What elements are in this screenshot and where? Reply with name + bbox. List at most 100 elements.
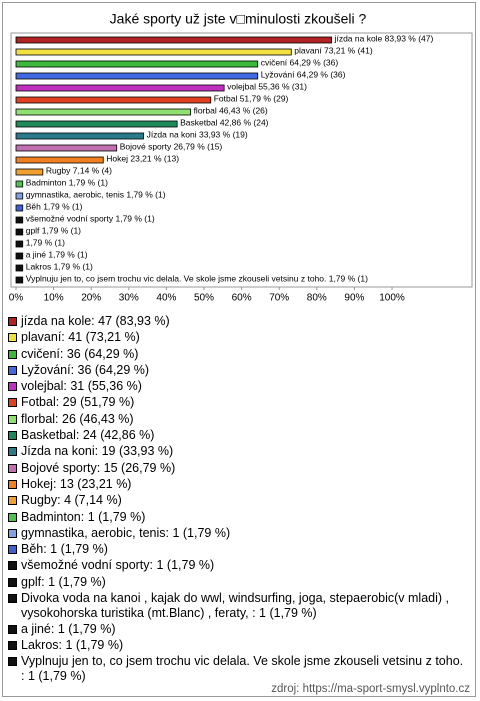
bar-label: Lyžování 64,29 % (36) (261, 69, 346, 79)
bar (15, 216, 24, 224)
legend-swatch (8, 447, 17, 457)
legend-label: Basketbal: 24 (42,86 %) (21, 428, 155, 443)
legend-swatch (8, 624, 17, 634)
legend-swatch (8, 431, 17, 441)
legend-item: Basketbal: 24 (42,86 %) (8, 428, 470, 443)
legend-item: Rugby: 4 (7,14 %) (8, 493, 470, 508)
bar (15, 36, 332, 44)
x-tick-label: 10% (44, 293, 64, 304)
legend-label: Badminton: 1 (1,79 %) (21, 509, 146, 524)
bar (15, 192, 24, 200)
bar (15, 204, 24, 212)
legend-item: Běh: 1 (1,79 %) (8, 542, 470, 557)
legend-label: plavaní: 41 (73,21 %) (21, 330, 140, 345)
legend-item: všemožné vodní sporty: 1 (1,79 %) (8, 558, 470, 573)
legend-swatch (8, 657, 17, 667)
legend-item: Hokej: 13 (23,21 %) (8, 477, 470, 492)
legend-label: gymnastika, aerobic, tenis: 1 (1,79 %) (21, 525, 231, 540)
legend-label: florbal: 26 (46,43 %) (21, 411, 134, 426)
bar-label: všemožné vodní sporty 1,79 % (1) (26, 213, 155, 223)
bar (15, 240, 24, 248)
legend-swatch (8, 398, 17, 408)
bar-label: Vyplnuju jen to, co jsem trochu vic dela… (26, 273, 368, 283)
bar-label: Bojové sporty 26,79 % (15) (120, 141, 223, 151)
legend-swatch (8, 528, 17, 538)
legend-label: Vyplnuju jen to, co jsem trochu vic dela… (21, 654, 464, 683)
bar (15, 228, 24, 236)
legend-swatch (8, 365, 17, 375)
bar-label: jízda na kole 83,93 % (47) (334, 33, 434, 43)
legend-item: volejbal: 31 (55,36 %) (8, 379, 470, 394)
bar-label: Hokej 23,21 % (13) (106, 153, 179, 163)
x-tick-label: 20% (81, 293, 101, 304)
legend-label: Hokej: 13 (23,21 %) (21, 476, 132, 491)
legend-swatch (8, 479, 17, 489)
legend-label: Jízda na koni: 19 (33,93 %) (21, 444, 174, 459)
bar-label: plavaní 73,21 % (41) (294, 45, 373, 55)
bar-label: 1,79 % (1) (26, 237, 65, 247)
bar-label: Lakros 1,79 % (1) (26, 261, 93, 271)
chart: Jaké sporty už jste v□minulosti zkoušeli… (9, 11, 473, 304)
bar-label: Rugby 7,14 % (4) (46, 165, 112, 175)
bar-label: florbal 46,43 % (26) (194, 105, 268, 115)
legend-swatch (8, 641, 17, 651)
legend-label: Divoka voda na kanoi , kajak do wwl, win… (21, 591, 449, 620)
bar-label: Badminton 1,79 % (1) (26, 177, 108, 187)
bar (15, 72, 259, 80)
legend-swatch (8, 594, 17, 604)
bar-label: Běh 1,79 % (1) (26, 201, 83, 211)
legend-label: Bojové sporty: 15 (26,79 %) (21, 460, 176, 475)
legend-item: Divoka voda na kanoi , kajak do wwl, win… (8, 591, 470, 620)
x-tick-label: 30% (119, 293, 139, 304)
legend-item: a jiné: 1 (1,79 %) (8, 622, 470, 637)
legend-label: Lakros: 1 (1,79 %) (21, 638, 124, 653)
x-tick-label: 90% (344, 293, 364, 304)
legend-item: gplf: 1 (1,79 %) (8, 575, 470, 590)
legend-item: Vyplnuju jen to, co jsem trochu vic dela… (8, 654, 470, 683)
bar-label: a jiné 1,79 % (1) (26, 249, 88, 259)
bar (15, 132, 144, 140)
x-tick-label: 80% (307, 293, 327, 304)
legend-label: gplf: 1 (1,79 %) (21, 574, 106, 589)
legend-swatch (8, 512, 17, 522)
x-tick-label: 100% (379, 293, 405, 304)
bar-label: volejbal 55,36 % (31) (227, 81, 307, 91)
chart-title: Jaké sporty už jste v□minulosti zkoušeli… (110, 11, 367, 27)
bar (15, 264, 24, 272)
legend-item: Lyžování: 36 (64,29 %) (8, 363, 470, 378)
legend-label: jízda na kole: 47 (83,93 %) (21, 314, 170, 328)
x-tick-label: 70% (269, 293, 289, 304)
legend-label: Rugby: 4 (7,14 %) (21, 493, 122, 508)
legend-item: Lakros: 1 (1,79 %) (8, 638, 470, 653)
bar (15, 252, 24, 260)
bar (15, 144, 118, 152)
bar (15, 180, 24, 188)
bar (15, 96, 212, 104)
legend-item: gymnastika, aerobic, tenis: 1 (1,79 %) (8, 526, 470, 541)
legend-swatch (8, 333, 17, 343)
bar (15, 156, 104, 164)
legend-item: florbal: 26 (46,43 %) (8, 412, 470, 427)
legend-label: Běh: 1 (1,79 %) (21, 542, 108, 557)
bar (15, 108, 191, 116)
bar (15, 120, 178, 128)
legend-item: Badminton: 1 (1,79 %) (8, 510, 470, 525)
legend-label: Lyžování: 36 (64,29 %) (21, 362, 150, 377)
legend-swatch (8, 349, 17, 359)
bar-label: gplf 1,79 % (1) (26, 225, 81, 235)
legend-item: jízda na kole: 47 (83,93 %) (8, 314, 470, 329)
bar (15, 276, 24, 284)
legend-swatch (8, 545, 17, 555)
legend-item: Fotbal: 29 (51,79 %) (8, 395, 470, 410)
legend-label: volejbal: 31 (55,36 %) (21, 379, 142, 394)
legend-item: cvičení: 36 (64,29 %) (8, 347, 470, 362)
legend-swatch (8, 463, 17, 473)
legend-swatch (8, 317, 17, 326)
bar (15, 48, 292, 56)
x-tick-label: 0% (9, 293, 24, 304)
bar-label: Fotbal 51,79 % (29) (214, 93, 289, 103)
bar (15, 84, 225, 92)
legend-label: cvičení: 36 (64,29 %) (21, 346, 139, 361)
legend-item: Bojové sporty: 15 (26,79 %) (8, 461, 470, 476)
bar (15, 168, 44, 176)
